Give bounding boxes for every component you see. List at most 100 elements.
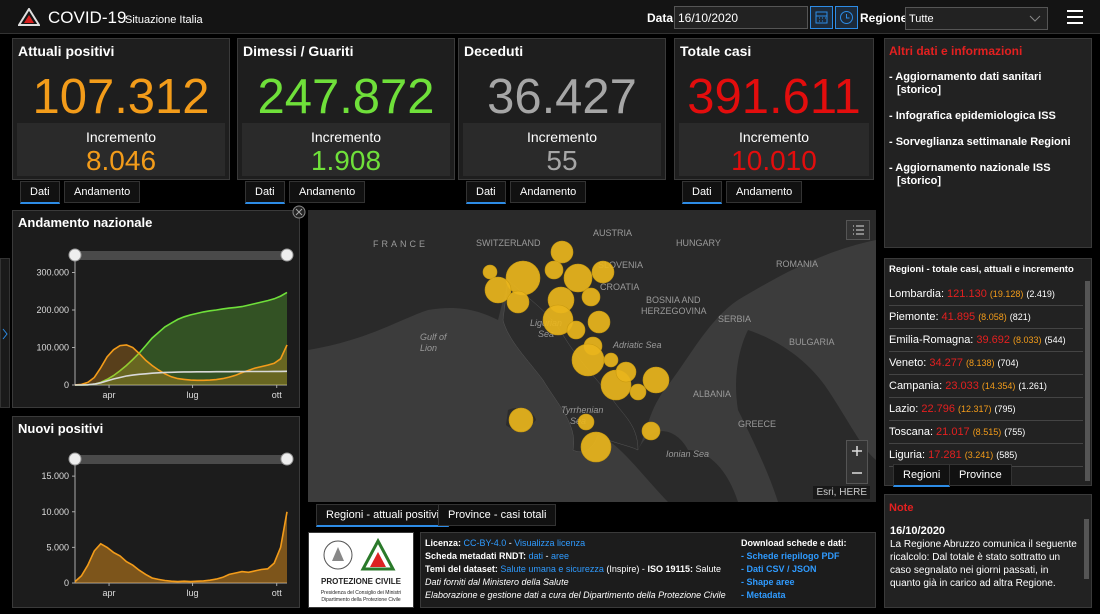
region-cell: (755) — [1004, 427, 1026, 437]
map-label: SLOVENIA — [598, 260, 643, 270]
increment-value: 10.010 — [731, 145, 817, 176]
info-segment[interactable]: Salute umana e sicurezza — [500, 564, 604, 574]
region-cell: (8.515) — [972, 427, 1002, 437]
download-title: Download schede e dati: — [741, 538, 847, 548]
card-value: 391.611 — [687, 70, 861, 124]
map-label: HUNGARY — [676, 238, 721, 248]
menu-button[interactable] — [1066, 9, 1084, 25]
download-link[interactable]: - Shape aree — [741, 577, 795, 587]
clock-button[interactable] — [835, 6, 858, 29]
download-link[interactable]: - Metadata — [741, 590, 786, 600]
info-segment: Licenza: — [425, 538, 464, 548]
map-label: Ionian Sea — [666, 449, 709, 459]
map-canvas: FRANCE SWITZERLAND AUSTRIA SLOVENIA HUNG… — [308, 210, 876, 502]
map-label: ROMANIA — [776, 259, 818, 269]
region-row[interactable]: Campania: 23.033 (14.354) (1.261) — [889, 375, 1083, 398]
region-cell: (3.241) — [964, 450, 994, 460]
info-line: Licenza: CC-BY-4.0 - Visualizza licenza — [425, 538, 585, 548]
map-label: BOSNIA AND — [646, 295, 701, 305]
card-title: Attuali positivi — [18, 43, 115, 59]
regions-tab[interactable]: Regioni — [893, 464, 951, 487]
info-segment[interactable]: dati — [528, 551, 544, 561]
card-tab[interactable]: Dati — [20, 181, 60, 204]
card-tab[interactable]: Andamento — [289, 181, 366, 203]
zoom-controls[interactable] — [846, 440, 868, 484]
region-cell: (8.033) — [1013, 335, 1042, 345]
card-tab[interactable]: Andamento — [510, 181, 587, 203]
region-cell: (544) — [1044, 335, 1066, 345]
card-tab[interactable]: Andamento — [726, 181, 803, 203]
region-cell: (821) — [1009, 312, 1031, 322]
region-cell: 34.277 — [929, 357, 963, 369]
info-segment: (Inspire) - — [603, 564, 648, 574]
link-item[interactable]: - Sorveglianza settimanale Regioni — [889, 136, 1071, 148]
line — [75, 291, 288, 386]
date-input[interactable]: 16/10/2020 — [674, 6, 808, 29]
map-label: Tyrrhenian — [561, 405, 603, 415]
map-tab[interactable]: Regioni - attuali positivi — [316, 504, 450, 527]
info-segment[interactable]: aree — [551, 551, 570, 561]
stat-card: Deceduti 36.427 Incremento 55 — [458, 38, 666, 180]
link-item[interactable]: [storico] — [897, 175, 941, 187]
region-row[interactable]: Piemonte: 41.895 (8.058) (821) — [889, 306, 1083, 329]
region-row[interactable]: Toscana: 21.017 (8.515) (755) — [889, 421, 1083, 444]
region-row[interactable]: Emilia-Romagna: 39.692 (8.033) (544) — [889, 329, 1083, 352]
info-segment[interactable]: CC-BY-4.0 — [463, 538, 507, 548]
card-value: 247.872 — [257, 70, 435, 124]
y-tick-label: 0 — [64, 380, 69, 390]
link-item[interactable]: - Infografica epidemiologica ISS — [889, 110, 1056, 122]
link-item[interactable]: [storico] — [897, 84, 941, 96]
stat-card: Totale casi 391.611 Incremento 10.010 — [674, 38, 874, 180]
calendar-button[interactable] — [810, 6, 833, 29]
stat-card: Attuali positivi 107.312 Incremento 8.046 — [12, 38, 230, 180]
expand-icon[interactable] — [292, 205, 306, 219]
regions-tab[interactable]: Province — [949, 464, 1012, 486]
card-tab[interactable]: Dati — [466, 181, 506, 204]
logo-text: PROTEZIONE CIVILE — [320, 577, 401, 586]
region-cell: (12.317) — [958, 404, 992, 414]
map-label: FRANCE — [373, 239, 428, 249]
map-bubbles — [482, 240, 670, 463]
slider-handle — [68, 452, 82, 466]
app-title: COVID-19 — [48, 8, 127, 27]
info-segment[interactable]: Visualizza licenza — [514, 538, 586, 548]
map-tab[interactable]: Province - casi totali — [438, 504, 557, 526]
app-subtitle: Situazione Italia — [125, 14, 203, 26]
line — [74, 344, 288, 386]
map-label: SWITZERLAND — [476, 238, 541, 248]
region-cell: 23.033 — [945, 380, 979, 392]
area — [75, 292, 287, 385]
card-tab[interactable]: Dati — [682, 181, 722, 204]
region-row[interactable]: Lombardia: 121.130 (19.128) (2.419) — [889, 283, 1083, 306]
download-link[interactable]: - Dati CSV / JSON — [741, 564, 817, 574]
increment-box: Incremento 8.046 — [17, 123, 225, 176]
slider-handle — [68, 248, 82, 262]
map-label: HERZEGOVINA — [641, 306, 707, 316]
region-cell: 41.895 — [941, 311, 976, 323]
link-item[interactable]: - Aggiornamento dati sanitari — [889, 71, 1042, 83]
region-select[interactable]: Tutte — [905, 7, 1048, 30]
increment-value: 55 — [546, 145, 578, 176]
map-label: BULGARIA — [789, 337, 835, 347]
region-cell: (795) — [994, 404, 1016, 414]
x-tick-label: lug — [187, 588, 199, 598]
x-tick-label: apr — [103, 588, 116, 598]
andamento-panel: Andamento nazionale 0 100.000 200.000 300.00… — [12, 210, 300, 408]
region-cell: (585) — [996, 450, 1018, 460]
card-tab[interactable]: Dati — [245, 181, 285, 204]
region-cell: Veneto: — [889, 357, 927, 369]
increment-label: Incremento — [85, 129, 157, 145]
region-row[interactable]: Lazio: 22.796 (12.317) (795) — [889, 398, 1083, 421]
info-segment: ISO 19115: — [647, 564, 696, 574]
region-row[interactable]: Veneto: 34.277 (8.138) (704) — [889, 352, 1083, 375]
legend-button[interactable] — [846, 220, 870, 240]
info-line: Elaborazione e gestione dati a cura del … — [425, 590, 726, 600]
info-segment: Salute — [695, 564, 722, 574]
download-link[interactable]: - Schede riepilogo PDF — [741, 551, 840, 561]
links-title: Altri dati e informazioni — [889, 44, 1023, 58]
side-toggle[interactable] — [0, 258, 10, 408]
link-item[interactable]: - Aggiornamento nazionale ISS — [889, 162, 1051, 174]
card-tab[interactable]: Andamento — [64, 181, 141, 203]
card-title: Totale casi — [680, 43, 752, 59]
map-label: ALBANIA — [693, 389, 731, 399]
